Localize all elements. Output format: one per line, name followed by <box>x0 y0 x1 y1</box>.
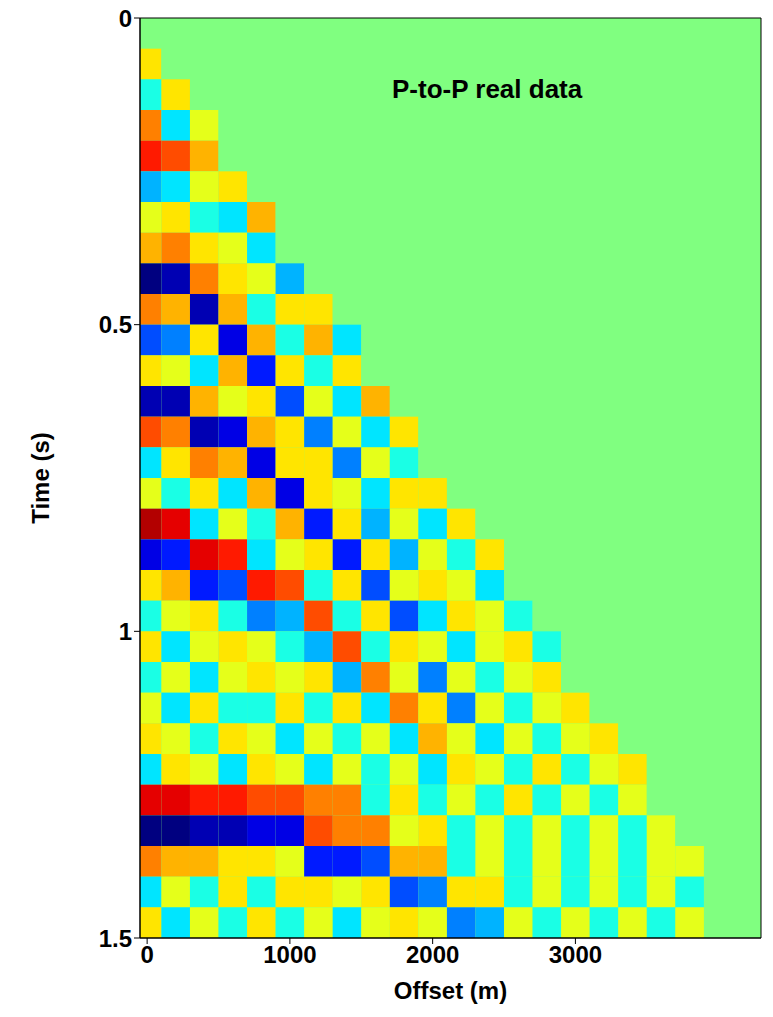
svg-text:0: 0 <box>119 5 132 32</box>
svg-text:2000: 2000 <box>406 941 459 968</box>
svg-text:3000: 3000 <box>549 941 602 968</box>
svg-text:1.5: 1.5 <box>99 925 132 952</box>
svg-text:0.5: 0.5 <box>99 311 132 338</box>
svg-text:1000: 1000 <box>263 941 316 968</box>
svg-text:1: 1 <box>119 618 132 645</box>
svg-text:0: 0 <box>140 941 153 968</box>
html-text:P-to-P real data: P-to-P real data <box>392 74 583 104</box>
svg-text:Offset (m): Offset (m) <box>394 977 507 1004</box>
svg-text:Time (s): Time (s) <box>27 432 54 524</box>
